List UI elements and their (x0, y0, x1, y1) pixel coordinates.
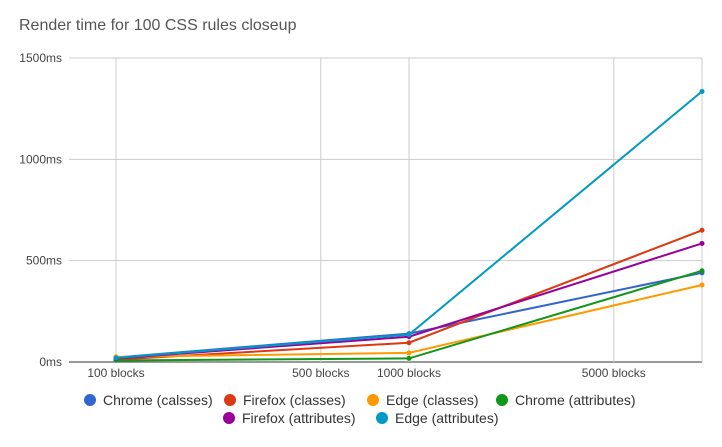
y-tick-label: 0ms (39, 355, 62, 369)
y-tick-label: 500ms (26, 254, 62, 268)
x-tick-label: 100 blocks (87, 366, 144, 380)
legend-item: Edge (classes) (367, 392, 479, 408)
legend-item: Firefox (classes) (224, 392, 346, 408)
legend-marker-icon (224, 394, 236, 406)
chart-title: Render time for 100 CSS rules closeup (19, 17, 297, 34)
legend-marker-icon (223, 412, 235, 424)
data-point (406, 355, 412, 361)
legend-marker-icon (367, 394, 379, 406)
data-point (699, 240, 705, 246)
legend-item: Chrome (calsses) (84, 392, 213, 408)
y-tick-label: 1000ms (19, 152, 62, 166)
legend-label: Chrome (attributes) (515, 392, 636, 408)
legend-item: Edge (attributes) (376, 410, 499, 426)
data-point (699, 227, 705, 233)
legend-item: Chrome (attributes) (496, 392, 636, 408)
legend-label: Edge (attributes) (395, 410, 499, 426)
x-tick-label: 1000 blocks (377, 366, 441, 380)
legend-label: Edge (classes) (386, 392, 479, 408)
data-point (699, 268, 705, 274)
legend-label: Firefox (attributes) (242, 410, 356, 426)
x-tick-label: 5000 blocks (582, 366, 646, 380)
data-point (406, 340, 412, 346)
x-tick-label: 500 blocks (292, 366, 349, 380)
grid-layer (69, 57, 703, 363)
legend: Chrome (calsses) Firefox (classes) Edge (c… (84, 392, 636, 426)
data-point (699, 88, 705, 94)
series-layer (113, 88, 705, 363)
legend-label: Chrome (calsses) (103, 392, 213, 408)
legend-item: Firefox (attributes) (223, 410, 356, 426)
legend-marker-icon (84, 394, 96, 406)
data-point (113, 355, 119, 361)
y-tick-label: 1500ms (19, 51, 62, 65)
data-point (699, 282, 705, 288)
legend-marker-icon (376, 412, 388, 424)
data-point (406, 350, 412, 356)
axis-layer: 0ms 500ms 1000ms 1500ms 100 blocks 500 blocks… (19, 51, 646, 380)
legend-marker-icon (496, 394, 508, 406)
legend-label: Firefox (classes) (243, 392, 346, 408)
data-point (406, 332, 412, 338)
